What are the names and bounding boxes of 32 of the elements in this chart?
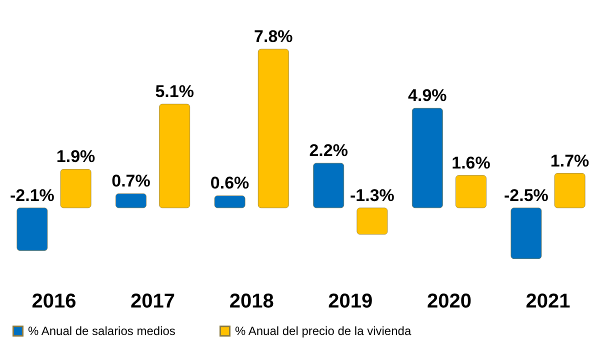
bar <box>16 208 48 251</box>
data-label: 0.7% <box>112 172 150 191</box>
bar <box>510 208 542 260</box>
data-label: -2.5% <box>504 186 548 205</box>
data-label: 0.6% <box>210 174 250 193</box>
bar <box>159 104 190 208</box>
data-label: -1.3% <box>350 186 394 205</box>
bar <box>258 48 289 208</box>
x-tick-label: 2017 <box>130 290 176 312</box>
legend-label: % Anual de salarios medios <box>28 324 176 338</box>
bar <box>412 108 443 208</box>
bar <box>456 175 486 208</box>
data-label: 5.1% <box>155 82 194 102</box>
data-label: 2.2% <box>309 141 348 160</box>
x-tick-label: 2016 <box>32 290 76 312</box>
bar <box>554 173 586 208</box>
data-label: 4.9% <box>408 86 447 106</box>
bar <box>214 195 246 208</box>
x-tick-label: 2020 <box>426 290 472 312</box>
data-label: 1.9% <box>56 147 96 166</box>
x-tick-label: 2018 <box>229 290 274 312</box>
bar <box>116 193 146 208</box>
data-label: 1.7% <box>550 151 590 170</box>
data-label: 1.6% <box>452 153 490 172</box>
x-tick-label: 2019 <box>328 290 373 312</box>
data-label: 7.8% <box>254 27 293 46</box>
bar <box>60 169 92 208</box>
data-label: -2.1% <box>10 186 54 205</box>
bar <box>313 162 344 208</box>
bar <box>356 208 388 235</box>
x-tick-label: 2021 <box>526 290 570 312</box>
legend-label: % Anual del precio de la vivienda <box>235 324 412 338</box>
